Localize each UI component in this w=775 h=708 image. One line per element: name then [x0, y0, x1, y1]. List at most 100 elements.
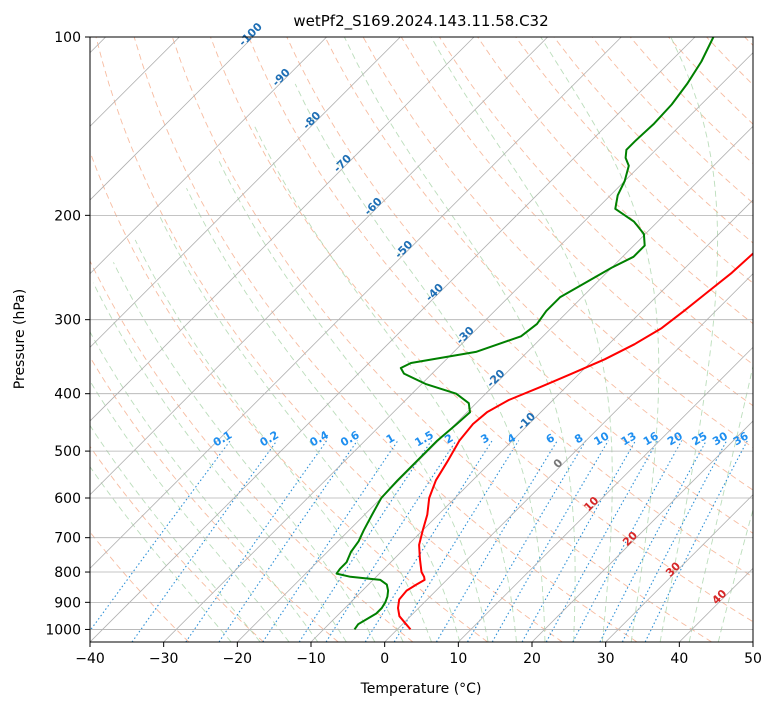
mixing-ratio-label: 16 [641, 429, 661, 448]
mixing-ratio-line [325, 440, 457, 642]
y-tick-label: 400 [54, 387, 81, 403]
mixing-ratio-label: 25 [690, 429, 710, 448]
isotherm-line [90, 37, 327, 275]
mixing-ratio-label: 30 [710, 429, 730, 448]
mixing-ratio-line [131, 440, 278, 642]
dry-adiabat [706, 37, 753, 86]
moist-adiabat [343, 37, 576, 642]
dry-adiabat [90, 150, 488, 642]
y-tick-label: 700 [54, 531, 81, 547]
dry-adiabat [248, 37, 753, 578]
mixing-ratio-label: 0.4 [308, 428, 332, 449]
mixing-ratio-line [467, 440, 587, 642]
y-tick-label: 100 [54, 30, 81, 46]
background-lines [90, 37, 753, 642]
isotherm-label: -60 [362, 195, 385, 218]
dry-adiabat [90, 356, 339, 642]
dry-adiabat [90, 259, 414, 642]
isotherm-label: -40 [423, 281, 446, 304]
mixing-ratio-label: 3 [478, 431, 491, 446]
isotherm-line [163, 52, 753, 642]
moist-adiabat [158, 215, 432, 642]
mixing-ratio-line [621, 440, 728, 642]
profile-line [397, 252, 753, 631]
isotherm-label: -80 [300, 109, 323, 132]
dry-adiabat [90, 445, 264, 642]
isotherm-line [90, 37, 548, 496]
dry-adiabat [171, 37, 712, 642]
reference-line-labels: 0.1 0.2 0.4 0.6 1 1.5 2 3 4 6 8 10 13 16 20 25 30 36-100-… [211, 20, 751, 607]
isotherm-line [90, 37, 401, 348]
dry-adiabat [286, 37, 753, 534]
moist-adiabat [717, 508, 753, 642]
adiabat-label: 10 [581, 494, 601, 514]
mixing-ratio-line [644, 440, 748, 642]
isotherm-label: -100 [236, 20, 265, 49]
mixing-ratio-line [491, 440, 609, 642]
isotherm-line [90, 37, 622, 569]
moist-adiabat [90, 330, 319, 642]
moist-adiabat [294, 83, 546, 642]
x-tick-label: 40 [670, 651, 688, 667]
mixing-ratio-line [545, 440, 659, 642]
moist-adiabat [217, 157, 489, 642]
isotherm-label: -50 [392, 238, 415, 261]
y-tick-label: 200 [54, 208, 81, 224]
mixing-ratio-label: 0.2 [258, 428, 281, 449]
y-tick-label: 600 [54, 491, 81, 507]
adiabat-label: 30 [663, 559, 683, 579]
dry-adiabat [591, 37, 753, 204]
x-tick-label: 0 [380, 651, 389, 667]
x-axis-label: Temperature (°C) [360, 681, 482, 697]
mixing-ratio-line [262, 440, 399, 642]
x-tick-label: 50 [744, 651, 762, 667]
profile-series [335, 37, 753, 631]
dry-adiabat [668, 37, 753, 125]
dry-adiabat [477, 37, 753, 325]
dry-adiabat [90, 531, 190, 642]
dry-adiabat [744, 37, 753, 47]
mixing-ratio-line [218, 440, 358, 642]
mixing-ratio-label: 0.1 [211, 428, 234, 449]
moist-adiabat [659, 37, 719, 642]
moist-adiabat [430, 37, 613, 642]
mixing-ratio-line [393, 440, 520, 642]
x-tick-label: 30 [597, 651, 615, 667]
mixing-ratio-line [364, 440, 493, 642]
isotherm-line [531, 420, 753, 642]
plot-frame [89, 36, 754, 643]
isotherm-line [384, 273, 753, 642]
x-tick-label: −40 [75, 651, 105, 667]
mixing-ratio-label: 13 [619, 429, 639, 448]
moist-adiabat [186, 188, 461, 642]
dry-adiabat [324, 37, 753, 491]
mixing-ratio-line [90, 440, 231, 632]
isotherm-line [458, 346, 753, 642]
y-axis-label: Pressure (hPa) [12, 289, 28, 389]
x-axis-ticks: −40 −30 −20 −10 0 10 20 30 40 50 [75, 642, 762, 667]
dry-adiabat [133, 37, 638, 642]
moist-adiabat [134, 239, 404, 642]
y-tick-label: 300 [54, 313, 81, 329]
dry-adiabat [515, 37, 753, 284]
mixing-ratio-label: 36 [731, 429, 751, 448]
mixing-ratio-label: 1 [384, 431, 397, 446]
isotherm-label: -70 [331, 152, 354, 175]
x-tick-label: 20 [523, 651, 541, 667]
x-tick-label: 10 [449, 651, 467, 667]
mixing-ratio-label: 0.6 [338, 428, 362, 449]
isotherm-line [679, 567, 753, 642]
isotherm-line [605, 494, 753, 642]
moist-adiabat [90, 380, 290, 642]
dry-adiabat [210, 37, 753, 623]
isotherm-line [90, 37, 475, 422]
mixing-ratio-line [298, 440, 432, 642]
y-tick-label: 1000 [45, 622, 81, 638]
x-tick-label: −20 [223, 651, 253, 667]
moist-adiabat [252, 123, 517, 642]
dry-adiabat [95, 37, 563, 642]
isotherm-label: -90 [270, 66, 293, 89]
y-tick-label: 500 [54, 444, 81, 460]
mixing-ratio-line [572, 440, 683, 642]
y-tick-label: 800 [54, 565, 81, 581]
